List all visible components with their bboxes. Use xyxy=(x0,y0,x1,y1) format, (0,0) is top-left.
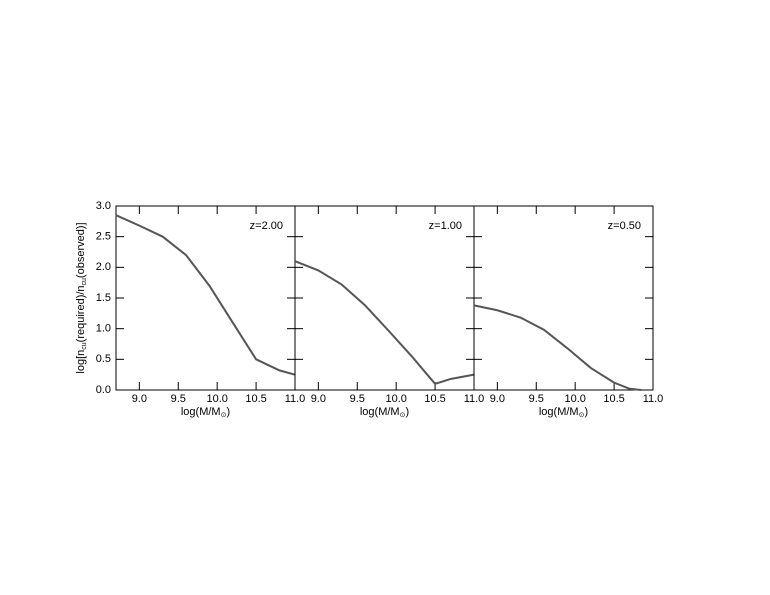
y-axis-label: log[ncu(required)/ncu(observed)] xyxy=(75,222,88,373)
x-tick-label: 10.0 xyxy=(385,393,406,405)
label-part: log(M/M xyxy=(181,406,221,418)
annotation: z=0.50 xyxy=(608,220,641,232)
x-tick-label: 9.0 xyxy=(490,393,505,405)
x-tick-label: 10.0 xyxy=(206,393,227,405)
x-tick-label: 10.5 xyxy=(424,393,445,405)
annotation: z=1.00 xyxy=(429,220,462,232)
plot-frame xyxy=(115,205,296,391)
plot-frame xyxy=(473,205,654,391)
data-line xyxy=(473,304,642,391)
data-line xyxy=(115,214,296,376)
label-part: log[n xyxy=(75,350,87,374)
x-axis-label: log(M/M⊙) xyxy=(360,406,409,419)
label-part: (required)/n xyxy=(75,285,87,342)
x-tick-label: 9.5 xyxy=(171,393,186,405)
x-tick-label: 10.0 xyxy=(564,393,585,405)
y-tick-label: 1.0 xyxy=(96,323,111,335)
x-axis-label: log(M/M⊙) xyxy=(539,406,588,419)
subscript: ⊙ xyxy=(400,412,406,419)
y-tick-label: 0.0 xyxy=(96,384,111,396)
label-part: ) xyxy=(226,406,230,418)
x-tick-label: 11.0 xyxy=(643,393,664,405)
x-tick-label: 11.0 xyxy=(285,393,306,405)
data-line xyxy=(294,260,475,386)
subscript: ⊙ xyxy=(579,412,585,419)
annotation: z=2.00 xyxy=(250,220,283,232)
y-tick-label: 2.0 xyxy=(96,261,111,273)
x-tick-label: 10.5 xyxy=(245,393,266,405)
x-tick-label: 9.0 xyxy=(132,393,147,405)
label-part: log(M/M xyxy=(360,406,400,418)
subscript: ⊙ xyxy=(221,412,227,419)
label-part: ) xyxy=(584,406,588,418)
x-tick-label: 9.5 xyxy=(529,393,544,405)
plot-frame xyxy=(294,205,475,391)
y-tick-label: 1.5 xyxy=(96,292,111,304)
subscript: cu xyxy=(81,342,88,350)
x-tick-label: 9.0 xyxy=(311,393,326,405)
label-part: (observed)] xyxy=(75,222,87,278)
x-tick-label: 11.0 xyxy=(464,393,485,405)
y-tick-label: 3.0 xyxy=(96,200,111,212)
label-part: log(M/M xyxy=(539,406,579,418)
x-tick-label: 9.5 xyxy=(350,393,365,405)
y-tick-label: 2.5 xyxy=(96,231,111,243)
y-tick-label: 0.5 xyxy=(96,353,111,365)
x-axis-label: log(M/M⊙) xyxy=(181,406,230,419)
label-part: ) xyxy=(405,406,409,418)
x-tick-label: 10.5 xyxy=(603,393,624,405)
subscript: cu xyxy=(81,278,88,286)
